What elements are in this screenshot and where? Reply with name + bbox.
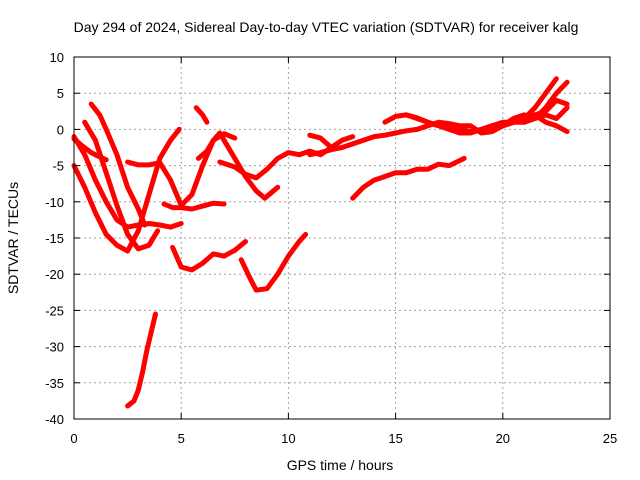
x-axis-label: GPS time / hours xyxy=(287,457,394,473)
x-tick-label: 5 xyxy=(178,431,185,446)
y-tick-label: -5 xyxy=(52,159,64,174)
series-arc-5 xyxy=(71,136,109,163)
series-arc-13 xyxy=(238,231,309,293)
series-arc-21 xyxy=(500,112,570,135)
series-arc-9 xyxy=(170,239,248,273)
y-tick-label: 5 xyxy=(57,86,64,101)
y-axis-label: SDTVAR / TECUs xyxy=(5,182,21,294)
y-tick-label: 0 xyxy=(57,122,64,137)
series-arc-11 xyxy=(193,105,210,125)
data-series-group xyxy=(71,76,570,409)
series-arc-10 xyxy=(195,130,281,201)
y-tick-label: 10 xyxy=(50,50,64,65)
series-arc-15 xyxy=(307,126,420,158)
y-tick-label: -20 xyxy=(45,267,64,282)
y-tick-label: -15 xyxy=(45,231,64,246)
y-tick-label: -25 xyxy=(45,303,64,318)
series-arc-3 xyxy=(82,119,161,252)
y-tick-label: -35 xyxy=(45,376,64,391)
axis-ticks: 0 5 10 15 20 25 -40 -35 -30 -25 -20 -15 -10 -5 0 5 10 xyxy=(45,50,617,446)
y-tick-label: -40 xyxy=(45,412,64,427)
series-arc-6 xyxy=(125,311,158,409)
series-arc-4 xyxy=(88,101,148,228)
series-arc-7 xyxy=(125,131,238,208)
series-arc-2 xyxy=(71,126,182,254)
x-tick-label: 10 xyxy=(281,431,295,446)
x-tick-label: 15 xyxy=(388,431,402,446)
y-tick-label: -10 xyxy=(45,195,64,210)
x-tick-label: 25 xyxy=(603,431,617,446)
series-arc-1 xyxy=(71,134,184,230)
chart-title: Day 294 of 2024, Sidereal Day-to-day VTE… xyxy=(74,19,579,35)
series-arc-19 xyxy=(414,105,570,136)
x-tick-label: 0 xyxy=(70,431,77,446)
series-arc-16 xyxy=(350,155,467,201)
y-tick-label: -30 xyxy=(45,340,64,355)
series-arc-8 xyxy=(161,200,227,212)
x-tick-label: 20 xyxy=(496,431,510,446)
